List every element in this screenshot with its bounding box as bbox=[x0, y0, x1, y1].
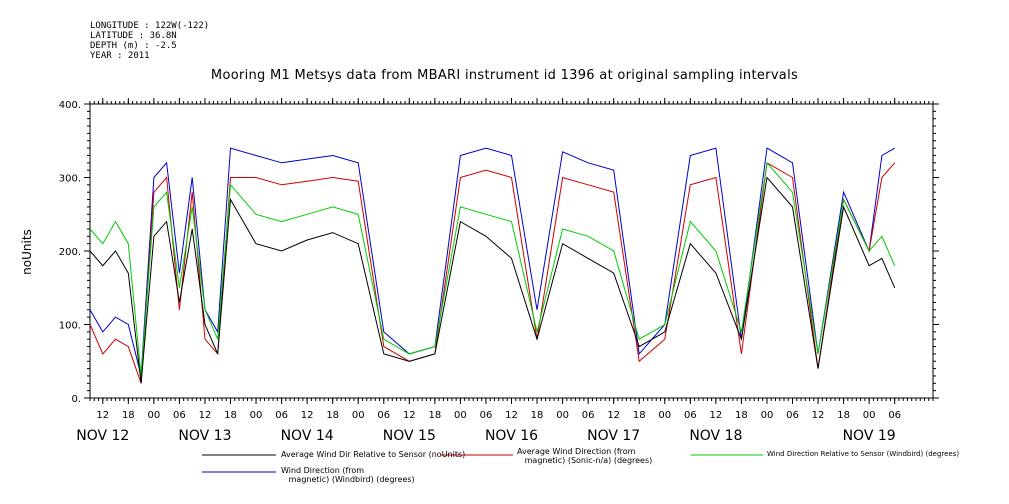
x-tick-label: 18 bbox=[531, 410, 544, 421]
y-tick-label: 0. bbox=[71, 394, 81, 405]
x-tick-label: 06 bbox=[684, 410, 697, 421]
x-date-label: NOV 18 bbox=[689, 428, 742, 444]
x-tick-label: 00 bbox=[454, 410, 467, 421]
x-tick-label: 12 bbox=[199, 410, 212, 421]
x-date-label: NOV 13 bbox=[178, 428, 231, 444]
x-tick-label: 00 bbox=[658, 410, 671, 421]
legend-label-avg-rel-sensor: Average Wind Dir Relative to Sensor (noU… bbox=[281, 450, 466, 459]
x-tick-label: 12 bbox=[709, 410, 722, 421]
plot-frame bbox=[89, 103, 934, 399]
x-tick-label: 00 bbox=[761, 410, 774, 421]
longitude-text: LONGITUDE : 122W(-122) bbox=[90, 21, 210, 31]
x-tick-label: 18 bbox=[735, 410, 748, 421]
legend-label-windbird-rel: Wind Direction Relative to Sensor (Windb… bbox=[767, 450, 960, 458]
x-tick-label: 00 bbox=[863, 410, 876, 421]
x-tick-label: 18 bbox=[837, 410, 850, 421]
x-tick-label: 18 bbox=[428, 410, 441, 421]
x-tick-label: 18 bbox=[122, 410, 135, 421]
x-date-label: NOV 14 bbox=[281, 428, 334, 444]
y-tick-label: 100. bbox=[59, 321, 81, 332]
x-tick-label: 06 bbox=[582, 410, 595, 421]
x-tick-label: 06 bbox=[275, 410, 288, 421]
x-tick-label: 18 bbox=[326, 410, 339, 421]
x-date-label: NOV 12 bbox=[76, 428, 129, 444]
series-line-0 bbox=[89, 147, 895, 377]
y-tick-label: 400. bbox=[59, 100, 81, 111]
year-text: YEAR : 2011 bbox=[90, 51, 150, 61]
x-date-label: NOV 17 bbox=[587, 428, 640, 444]
x-tick-label: 06 bbox=[480, 410, 493, 421]
depth-text: DEPTH (m) : -2.5 bbox=[90, 41, 177, 51]
x-tick-label: 12 bbox=[812, 410, 825, 421]
x-tick-label: 00 bbox=[352, 410, 365, 421]
x-tick-label: 18 bbox=[224, 410, 237, 421]
x-tick-label: 12 bbox=[607, 410, 620, 421]
y-tick-label: 200. bbox=[59, 247, 81, 258]
x-tick-label: 06 bbox=[888, 410, 901, 421]
series-line-2 bbox=[89, 161, 896, 376]
x-tick-label: 00 bbox=[250, 410, 263, 421]
x-tick-label: 06 bbox=[786, 410, 799, 421]
x-tick-label: 00 bbox=[556, 410, 569, 421]
x-tick-label: 12 bbox=[96, 410, 109, 421]
x-tick-label: 00 bbox=[147, 410, 160, 421]
station-metadata: LONGITUDE : 122W(-122) LATITUDE : 36.8N … bbox=[90, 21, 209, 61]
x-date-label: NOV 15 bbox=[383, 428, 436, 444]
x-tick-label: 06 bbox=[377, 410, 390, 421]
legend-label-avg-wind-dir: Average Wind Direction (from magnetic) (… bbox=[517, 447, 653, 465]
series-line-1 bbox=[89, 161, 896, 384]
x-tick-label: 12 bbox=[403, 410, 416, 421]
latitude-text: LATITUDE : 36.8N bbox=[90, 31, 177, 41]
legend-label-windbird-dir: Wind Direction (from magnetic) (Windbird… bbox=[281, 466, 415, 484]
x-tick-label: 12 bbox=[505, 410, 518, 421]
x-tick-label: 18 bbox=[633, 410, 646, 421]
x-tick-label: 12 bbox=[301, 410, 314, 421]
series-line-3 bbox=[89, 176, 896, 384]
y-tick-label: 300. bbox=[59, 174, 81, 185]
x-date-label: NOV 16 bbox=[485, 428, 538, 444]
x-tick-label: 06 bbox=[173, 410, 186, 421]
x-date-label: NOV 19 bbox=[843, 428, 896, 444]
chart-title: Mooring M1 Metsys data from MBARI instru… bbox=[210, 68, 799, 83]
